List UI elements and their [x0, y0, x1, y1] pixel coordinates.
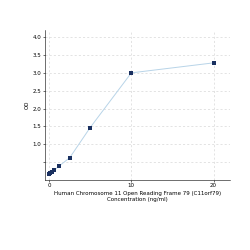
Y-axis label: OD: OD — [25, 101, 30, 109]
Point — [48, 171, 52, 175]
Point — [52, 168, 56, 172]
Point — [50, 170, 54, 174]
Point — [58, 164, 62, 168]
Point — [68, 156, 72, 160]
Point — [47, 172, 51, 176]
Point — [129, 71, 133, 75]
X-axis label: Human Chromosome 11 Open Reading Frame 79 (C11orf79)
Concentration (ng/ml): Human Chromosome 11 Open Reading Frame 7… — [54, 191, 221, 202]
Point — [212, 61, 216, 65]
Point — [88, 126, 92, 130]
